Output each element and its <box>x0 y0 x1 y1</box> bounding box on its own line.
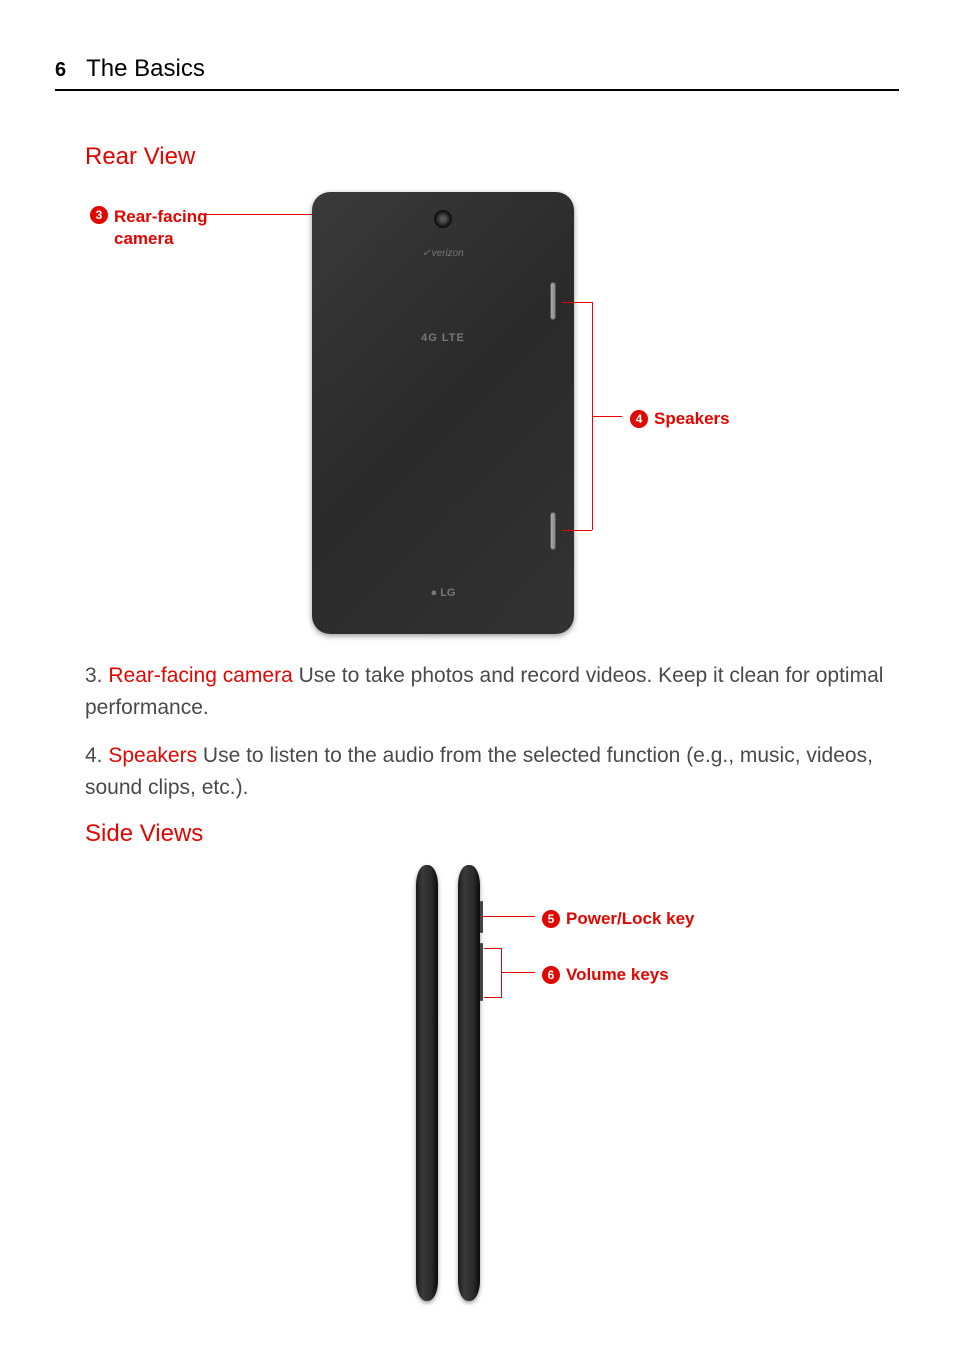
callout-power: 5 Power/Lock key <box>542 908 695 930</box>
network-logo: 4G LTE <box>421 332 465 344</box>
section-title-side: Side Views <box>85 820 203 848</box>
callout-num-4: 4 <box>630 410 648 428</box>
tablet-side-right <box>458 865 480 1301</box>
leader-line <box>592 416 622 417</box>
list-term: Speakers <box>108 744 197 767</box>
list-num: 4. <box>85 744 103 767</box>
volume-bracket <box>484 948 502 998</box>
carrier-logo: verizon <box>422 248 464 259</box>
speaker-slot-bottom <box>550 512 556 550</box>
list-desc: Use to listen to the audio from the sele… <box>85 744 873 799</box>
callout-rear-camera: 3 Rear-facing camera <box>90 206 208 250</box>
leader-line <box>562 530 592 531</box>
callout-num-5: 5 <box>542 910 560 928</box>
leader-line <box>202 214 330 215</box>
section-title-rear: Rear View <box>85 143 195 171</box>
callout-label-rear-camera: Rear-facing camera <box>114 206 208 250</box>
page-header: 6 The Basics <box>55 55 899 91</box>
list-item-4: 4. Speakers Use to listen to the audio f… <box>85 740 899 803</box>
callout-label-volume: Volume keys <box>566 964 669 986</box>
leader-line <box>482 916 535 917</box>
power-button-illustration <box>480 901 483 933</box>
callout-label-power: Power/Lock key <box>566 908 695 930</box>
callout-label-speakers: Speakers <box>654 408 730 430</box>
speaker-slot-top <box>550 282 556 320</box>
list-num: 3. <box>85 664 103 687</box>
callout-speakers: 4 Speakers <box>630 408 730 430</box>
tablet-rear-illustration: verizon 4G LTE LG <box>312 192 574 634</box>
leader-line <box>502 972 535 973</box>
callout-volume: 6 Volume keys <box>542 964 669 986</box>
volume-button-illustration <box>480 943 483 1001</box>
page-number: 6 <box>55 59 66 82</box>
chapter-title: The Basics <box>86 55 205 83</box>
callout-num-6: 6 <box>542 966 560 984</box>
leader-line <box>562 302 592 303</box>
camera-lens <box>434 210 452 228</box>
list-term: Rear-facing camera <box>108 664 292 687</box>
brand-logo: LG <box>431 587 456 599</box>
callout-num-3: 3 <box>90 206 108 224</box>
list-item-3: 3. Rear-facing camera Use to take photos… <box>85 660 899 723</box>
tablet-side-left <box>416 865 438 1301</box>
